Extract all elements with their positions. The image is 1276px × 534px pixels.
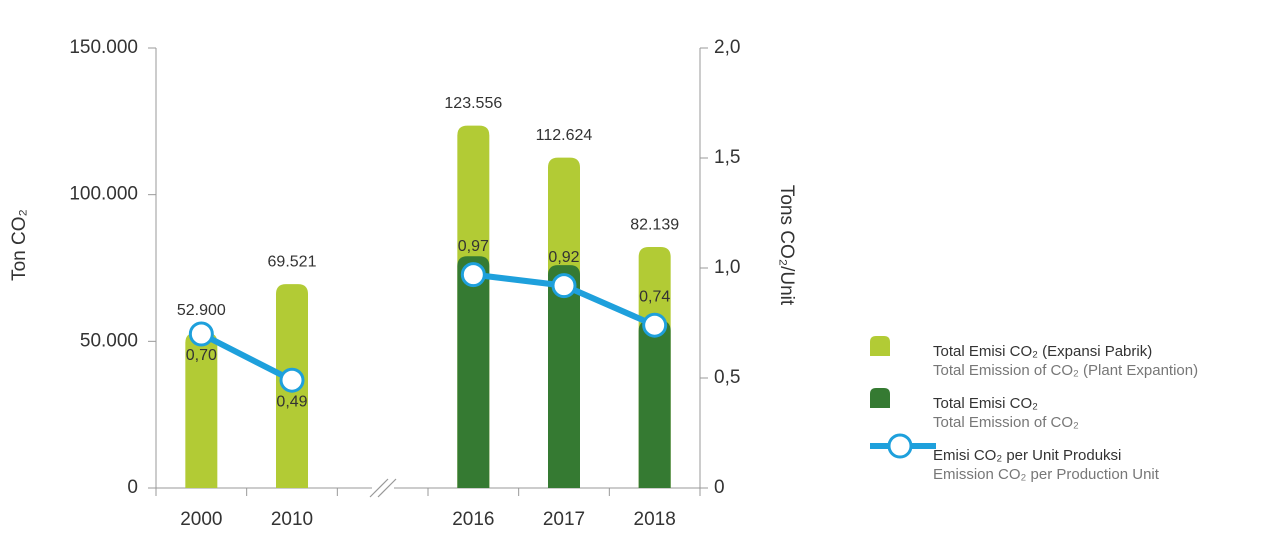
y-tick-label: 150.000 [69, 37, 138, 58]
bar-value-label: 52.900 [177, 302, 226, 319]
x-tick-label: 2010 [271, 509, 313, 529]
y-tick-label: 100.000 [69, 184, 138, 205]
legend-label: Emisi CO₂ per Unit Produksi [933, 447, 1121, 464]
legend-sublabel: Total Emission of CO₂ (Plant Expantion) [933, 362, 1198, 379]
line-value-label: 0,70 [186, 347, 217, 364]
x-tick-label: 2018 [634, 509, 676, 529]
line-point [188, 321, 214, 347]
line-value-label: 0,49 [276, 393, 307, 410]
bar [548, 265, 580, 488]
bar [638, 320, 671, 488]
x-tick-label: 2000 [180, 509, 222, 529]
line [199, 271, 656, 383]
bar-value-label: 112.624 [536, 127, 593, 144]
line-point [279, 367, 305, 393]
legend-swatch [870, 388, 890, 408]
line-value-label: 0,74 [639, 288, 670, 305]
x-tick-label: 2016 [452, 509, 494, 529]
axis-break [369, 478, 397, 498]
bar-value-label: 69.521 [268, 253, 317, 270]
line-value-label: 0,97 [458, 238, 489, 255]
y2-axis-label: Tons CO₂/Unit [776, 185, 797, 306]
legend-sublabel: Total Emission of CO₂ [933, 414, 1079, 431]
y2-tick-label: 1,5 [714, 147, 740, 168]
line-value-label: 0,92 [548, 249, 579, 266]
legend-sublabel: Emission CO₂ per Production Unit [933, 466, 1160, 483]
y2-tick-label: 2,0 [714, 37, 740, 58]
legend-swatch [870, 336, 890, 356]
y2-tick-label: 0 [714, 477, 725, 498]
legend-label: Total Emisi CO₂ [933, 395, 1038, 412]
y2-tick-label: 0,5 [714, 367, 740, 388]
legend-swatch [887, 433, 913, 459]
y-tick-label: 50.000 [80, 330, 138, 351]
bar [457, 256, 490, 488]
y-tick-label: 0 [127, 477, 138, 498]
y2-tick-label: 1,0 [714, 257, 740, 278]
y-axis-label: Ton CO₂ [9, 209, 30, 281]
bar-value-label: 82.139 [630, 216, 679, 233]
break-mark [369, 478, 389, 498]
line-point [551, 273, 577, 299]
line-point [460, 262, 486, 288]
line-point [642, 312, 668, 338]
x-tick-label: 2017 [543, 509, 585, 529]
break-mark [377, 478, 397, 498]
legend-label: Total Emisi CO₂ (Expansi Pabrik) [933, 343, 1152, 360]
bar-value-label: 123.556 [444, 95, 502, 112]
bar [185, 332, 218, 488]
